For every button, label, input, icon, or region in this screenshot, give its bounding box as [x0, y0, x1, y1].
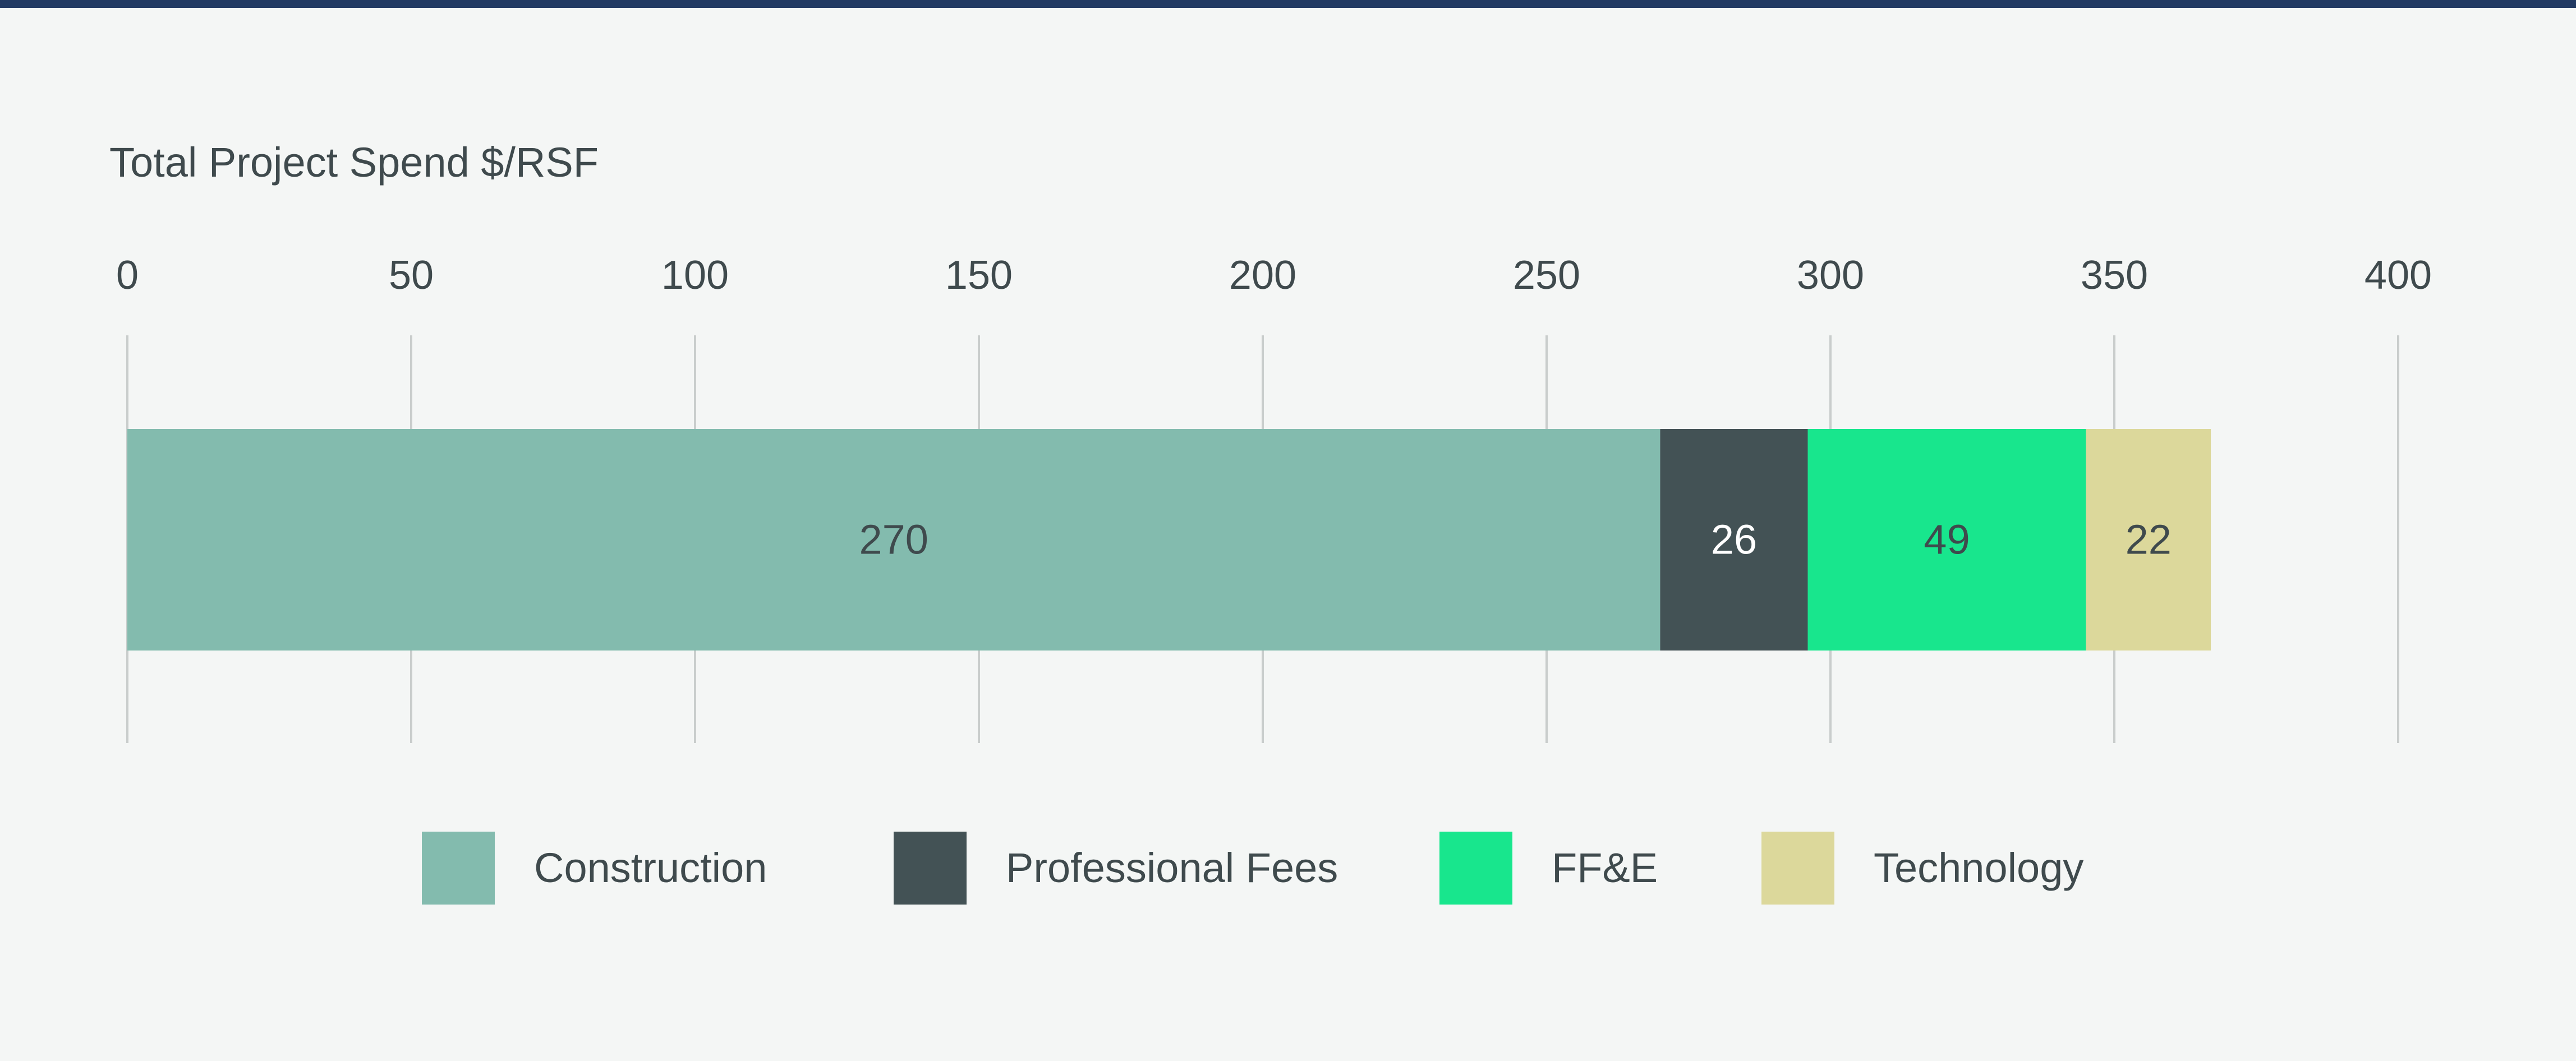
chart-title: Total Project Spend $/RSF: [109, 139, 599, 186]
data-label: 22: [2126, 516, 2172, 563]
legend-label: Professional Fees: [1006, 845, 1338, 891]
x-tick-label: 300: [1797, 253, 1864, 298]
data-label: 270: [859, 516, 928, 563]
bar-segment: [1807, 429, 2086, 651]
legend-label: FF&E: [1552, 845, 1658, 891]
legend-swatch: [1761, 832, 1834, 905]
bar-segment: [1660, 429, 1808, 651]
legend-item: Professional Fees: [894, 832, 1338, 905]
x-tick-label: 400: [2365, 253, 2432, 298]
legend-swatch: [422, 832, 495, 905]
legend-swatch: [1439, 832, 1512, 905]
legend-swatch: [894, 832, 967, 905]
x-tick-labels: 0 50 100 150 200 250 300 350 400: [116, 253, 2432, 298]
bar-segments: [127, 429, 2211, 651]
top-rule: [0, 0, 2576, 8]
legend-item: Construction: [422, 832, 767, 905]
x-tick-label: 150: [945, 253, 1013, 298]
legend-item: Technology: [1761, 832, 2083, 905]
x-tick-label: 50: [389, 253, 434, 298]
x-tick-label: 250: [1513, 253, 1580, 298]
x-tick-label: 350: [2081, 253, 2148, 298]
bar-segment: [2086, 429, 2211, 651]
legend-item: FF&E: [1439, 832, 1658, 905]
data-label: 49: [1924, 516, 1970, 563]
x-tick-label: 100: [661, 253, 729, 298]
legend: Construction Professional Fees FF&E Technol…: [422, 832, 2083, 905]
legend-label: Technology: [1874, 845, 2083, 891]
data-labels: 270 26 49 22: [859, 516, 2171, 563]
x-tick-label: 200: [1229, 253, 1296, 298]
legend-label: Construction: [534, 845, 767, 891]
data-label: 26: [1711, 516, 1757, 563]
bar-segment: [127, 429, 1660, 651]
x-tick-label: 0: [116, 253, 139, 298]
